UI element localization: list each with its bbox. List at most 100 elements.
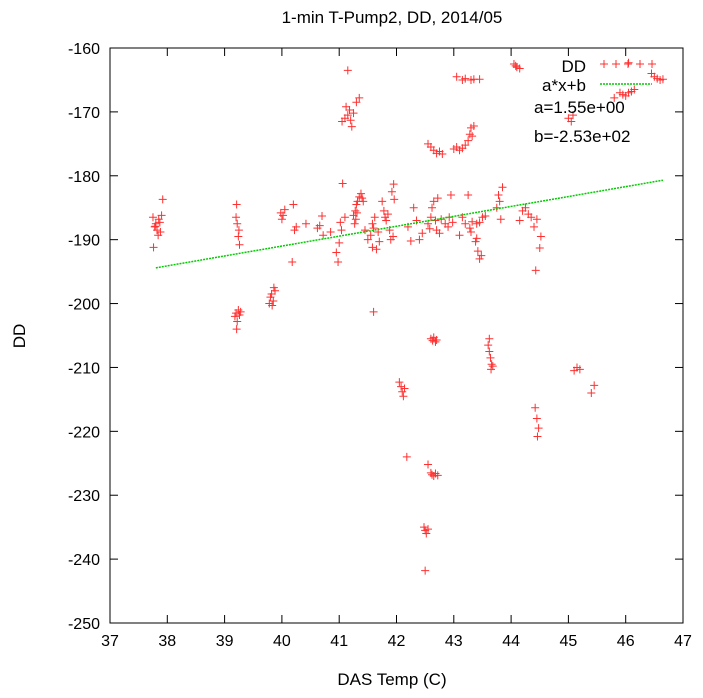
data-point [363, 235, 372, 244]
data-point [402, 452, 411, 461]
data-point [461, 141, 470, 150]
data-point [154, 231, 163, 240]
x-tick-label: 45 [560, 633, 578, 650]
fit-line [155, 179, 664, 269]
plot-frame [109, 47, 684, 624]
data-point [318, 212, 327, 221]
data-point [446, 190, 455, 199]
data-point [464, 190, 473, 199]
fit-line-group [155, 179, 664, 269]
data-point [420, 523, 429, 532]
y-tick-label: -200 [68, 297, 100, 314]
data-point [428, 470, 437, 479]
data-point [610, 93, 619, 102]
data-point [428, 203, 437, 212]
data-point [234, 226, 243, 235]
data-point [435, 229, 444, 238]
data-point [485, 347, 494, 356]
data-point [471, 237, 480, 246]
data-point [624, 58, 633, 67]
legend-marker-point [648, 60, 656, 68]
data-point [424, 460, 433, 469]
x-tick-label: 42 [388, 633, 406, 650]
legend-marker-point [624, 60, 632, 68]
data-point [268, 301, 277, 310]
data-point [389, 232, 398, 241]
data-point [288, 258, 297, 267]
y-tick-label: -240 [68, 552, 100, 569]
y-tick-label: -180 [68, 169, 100, 186]
x-tick-label: 37 [101, 633, 119, 650]
data-point [347, 122, 356, 131]
data-point [379, 206, 388, 215]
x-tick-label: 39 [216, 633, 234, 650]
x-tick-label: 38 [158, 633, 176, 650]
data-point [535, 243, 544, 252]
data-point [352, 208, 361, 217]
data-point [372, 245, 381, 254]
data-point [496, 215, 505, 224]
data-point [335, 238, 344, 247]
data-point [351, 206, 360, 215]
legend-label-dd: DD [561, 57, 586, 76]
data-point [279, 211, 288, 220]
data-point [511, 61, 520, 70]
data-point [464, 136, 473, 145]
data-point [267, 289, 276, 298]
annotation-b: b=-2.53e+02 [534, 127, 630, 146]
data-point [475, 218, 484, 227]
data-point [658, 75, 667, 84]
data-point [315, 221, 324, 230]
data-point [475, 75, 484, 84]
data-point [346, 116, 355, 125]
data-point [368, 243, 377, 252]
data-point [421, 566, 430, 575]
data-point [342, 102, 351, 111]
data-point [481, 212, 490, 221]
data-point [375, 237, 384, 246]
data-point [487, 360, 496, 369]
data-point [422, 529, 431, 538]
x-tick-label: 41 [330, 633, 348, 650]
data-point [382, 216, 391, 225]
data-point [351, 215, 360, 224]
data-point [389, 180, 398, 189]
data-point [338, 179, 347, 188]
data-point [158, 195, 167, 204]
data-point [233, 219, 242, 228]
data-point [334, 258, 343, 267]
data-point [475, 254, 484, 263]
data-point [370, 213, 379, 222]
data-point [399, 392, 408, 401]
data-point [527, 213, 536, 222]
data-point [233, 317, 242, 326]
chart-title: 1-min T-Pump2, DD, 2014/05 [282, 8, 503, 27]
data-point [336, 218, 345, 227]
data-point [337, 226, 346, 235]
data-point [397, 382, 406, 391]
data-point [400, 384, 409, 393]
data-point [486, 353, 495, 362]
data-point [352, 98, 361, 107]
data-point [271, 286, 280, 295]
data-point [418, 229, 427, 238]
data-point [232, 200, 241, 209]
data-point [343, 66, 352, 75]
data-point [232, 325, 241, 334]
data-point [465, 224, 474, 233]
data-point [469, 121, 478, 130]
data-point [432, 335, 441, 344]
data-point [532, 414, 541, 423]
data-point [277, 215, 286, 224]
legend-marker-point [636, 60, 644, 68]
data-point [472, 234, 481, 243]
data-point [343, 111, 352, 120]
data-point [455, 231, 464, 240]
data-point [349, 109, 358, 118]
data-point [521, 203, 530, 212]
data-point [234, 232, 243, 241]
data-point [494, 190, 503, 199]
data-point [387, 187, 396, 196]
data-point [350, 219, 359, 228]
data-point [531, 266, 540, 275]
